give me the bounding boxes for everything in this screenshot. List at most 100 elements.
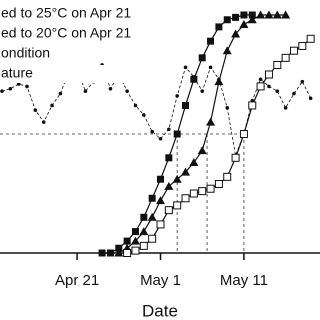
marker [133, 103, 138, 108]
marker [200, 89, 205, 93]
marker [231, 153, 240, 162]
marker [33, 108, 38, 112]
marker [98, 249, 106, 257]
marker [298, 41, 307, 50]
marker [256, 82, 265, 91]
marker [223, 16, 231, 24]
x-tick-label: May 1 [140, 272, 181, 289]
marker [139, 241, 148, 250]
marker [256, 10, 266, 19]
legend-bg [0, 65, 150, 83]
marker [25, 84, 29, 89]
marker [175, 94, 179, 98]
marker [308, 96, 313, 101]
marker [182, 101, 190, 109]
marker [300, 79, 305, 84]
legend-bg [0, 25, 150, 43]
marker [173, 130, 181, 138]
marker [225, 106, 230, 110]
marker [164, 181, 174, 190]
marker [273, 60, 282, 69]
marker [0, 89, 4, 93]
marker [267, 84, 271, 89]
marker [189, 158, 199, 167]
marker [148, 194, 156, 202]
marker [142, 113, 146, 117]
marker [190, 75, 198, 83]
marker [264, 70, 273, 79]
x-tick-label: Apr 21 [55, 272, 99, 289]
marker [215, 23, 223, 31]
marker [198, 54, 206, 62]
x-axis-label: Date [142, 301, 178, 320]
marker [239, 130, 248, 138]
legend-label: ed to 25°C on Apr 21 [1, 5, 131, 21]
marker [198, 187, 207, 196]
marker [248, 11, 256, 19]
marker [157, 175, 164, 183]
marker [165, 154, 173, 162]
marker [108, 86, 113, 91]
marker [172, 174, 182, 183]
marker [231, 29, 241, 38]
marker [222, 46, 232, 55]
marker [16, 82, 21, 86]
marker [156, 196, 165, 205]
marker [58, 91, 63, 96]
marker [214, 77, 224, 86]
marker [217, 77, 221, 82]
series-line [126, 38, 312, 254]
marker [8, 86, 13, 91]
marker [156, 220, 165, 229]
marker [306, 34, 315, 43]
marker [181, 167, 191, 176]
marker [207, 37, 215, 45]
marker [83, 89, 88, 93]
marker [189, 189, 198, 198]
x-tick-label: May 11 [220, 272, 268, 289]
marker [131, 228, 139, 236]
marker [292, 91, 296, 96]
legend-label: ondition [1, 45, 50, 61]
marker [240, 11, 248, 19]
marker [181, 194, 190, 203]
marker [289, 46, 298, 55]
marker [164, 206, 173, 215]
marker [167, 127, 171, 132]
marker [197, 146, 207, 155]
marker [248, 101, 257, 110]
marker [206, 117, 216, 126]
marker [106, 249, 114, 257]
legend-label: ed to 20°C on Apr 21 [1, 25, 131, 41]
marker [192, 75, 196, 79]
marker [150, 129, 154, 134]
marker [123, 249, 132, 257]
marker [148, 234, 157, 243]
marker [281, 10, 291, 19]
marker [158, 136, 163, 141]
legend-bg [0, 45, 150, 63]
marker [232, 13, 240, 21]
marker [130, 236, 140, 245]
marker [214, 179, 223, 188]
marker [183, 65, 188, 70]
marker [264, 10, 274, 19]
marker [131, 246, 140, 255]
marker [115, 244, 123, 252]
marker [41, 120, 46, 124]
marker [275, 89, 280, 93]
marker [281, 53, 290, 62]
marker [258, 77, 263, 82]
marker [125, 89, 129, 93]
marker [223, 172, 232, 181]
marker [114, 248, 124, 257]
marker [283, 106, 288, 110]
legend-label: ature [1, 65, 33, 81]
marker [123, 237, 131, 245]
marker [147, 212, 157, 221]
marker [173, 201, 182, 210]
marker [208, 65, 213, 70]
marker [139, 227, 149, 236]
